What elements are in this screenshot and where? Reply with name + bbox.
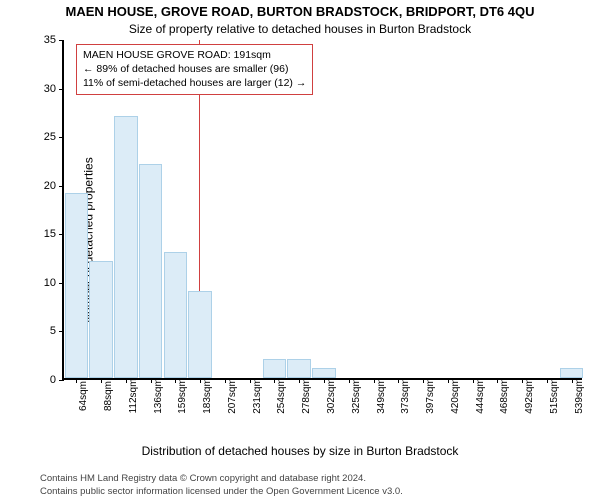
y-tick-mark [59,234,64,235]
y-tick-mark [59,40,64,41]
x-tick-mark [225,378,226,383]
bar [114,116,138,378]
x-tick-mark [126,378,127,383]
x-tick-label: 349sqm [376,378,387,414]
x-tick-mark [250,378,251,383]
x-tick-mark [175,378,176,383]
x-tick-label: 136sqm [153,378,164,414]
bar [312,368,336,378]
x-tick-mark [572,378,573,383]
y-tick-mark [59,331,64,332]
x-tick-mark [101,378,102,383]
x-tick-mark [324,378,325,383]
bar [164,252,188,378]
y-tick-mark [59,380,64,381]
x-tick-label: 444sqm [475,378,486,414]
x-tick-mark [547,378,548,383]
x-tick-mark [76,378,77,383]
x-tick-label: 159sqm [177,378,188,414]
annotation-line: ← 89% of detached houses are smaller (96… [83,62,306,76]
x-tick-label: 373sqm [400,378,411,414]
bar [139,164,163,378]
page-subtitle: Size of property relative to detached ho… [0,22,600,36]
bar [560,368,584,378]
x-tick-mark [349,378,350,383]
x-tick-label: 207sqm [227,378,238,414]
x-axis-label: Distribution of detached houses by size … [0,444,600,458]
x-tick-mark [497,378,498,383]
x-tick-mark [398,378,399,383]
annotation-line: MAEN HOUSE GROVE ROAD: 191sqm [83,48,306,62]
x-tick-label: 254sqm [276,378,287,414]
x-tick-label: 231sqm [252,378,263,414]
chart-page: MAEN HOUSE, GROVE ROAD, BURTON BRADSTOCK… [0,0,600,500]
bar [65,193,89,378]
y-tick-mark [59,89,64,90]
x-tick-mark [151,378,152,383]
y-tick-mark [59,186,64,187]
x-tick-label: 492sqm [524,378,535,414]
page-title: MAEN HOUSE, GROVE ROAD, BURTON BRADSTOCK… [0,4,600,19]
bar [89,261,113,378]
x-tick-label: 112sqm [128,379,139,414]
x-tick-mark [374,378,375,383]
x-tick-mark [448,378,449,383]
x-tick-label: 325sqm [351,378,362,414]
x-tick-mark [423,378,424,383]
x-tick-mark [473,378,474,383]
x-tick-label: 302sqm [326,378,337,414]
bar [263,359,287,378]
footer-line: Contains public sector information licen… [40,486,592,498]
x-tick-mark [522,378,523,383]
bar [287,359,311,378]
x-tick-label: 278sqm [301,378,312,414]
x-tick-label: 468sqm [499,378,510,414]
y-tick-mark [59,283,64,284]
annotation-box: MAEN HOUSE GROVE ROAD: 191sqm ← 89% of d… [76,44,313,95]
x-tick-label: 88sqm [103,381,114,411]
x-tick-label: 64sqm [78,381,89,411]
x-tick-label: 397sqm [425,378,436,414]
y-tick-mark [59,137,64,138]
x-tick-label: 515sqm [549,378,560,414]
x-tick-label: 420sqm [450,378,461,414]
x-tick-mark [200,378,201,383]
annotation-line: 11% of semi-detached houses are larger (… [83,76,306,90]
bar [188,291,212,378]
footer-line: Contains HM Land Registry data © Crown c… [40,473,592,485]
x-tick-label: 183sqm [202,378,213,414]
footer-text: Contains HM Land Registry data © Crown c… [40,473,592,498]
x-tick-label: 539sqm [574,378,585,414]
x-tick-mark [299,378,300,383]
x-tick-mark [274,378,275,383]
